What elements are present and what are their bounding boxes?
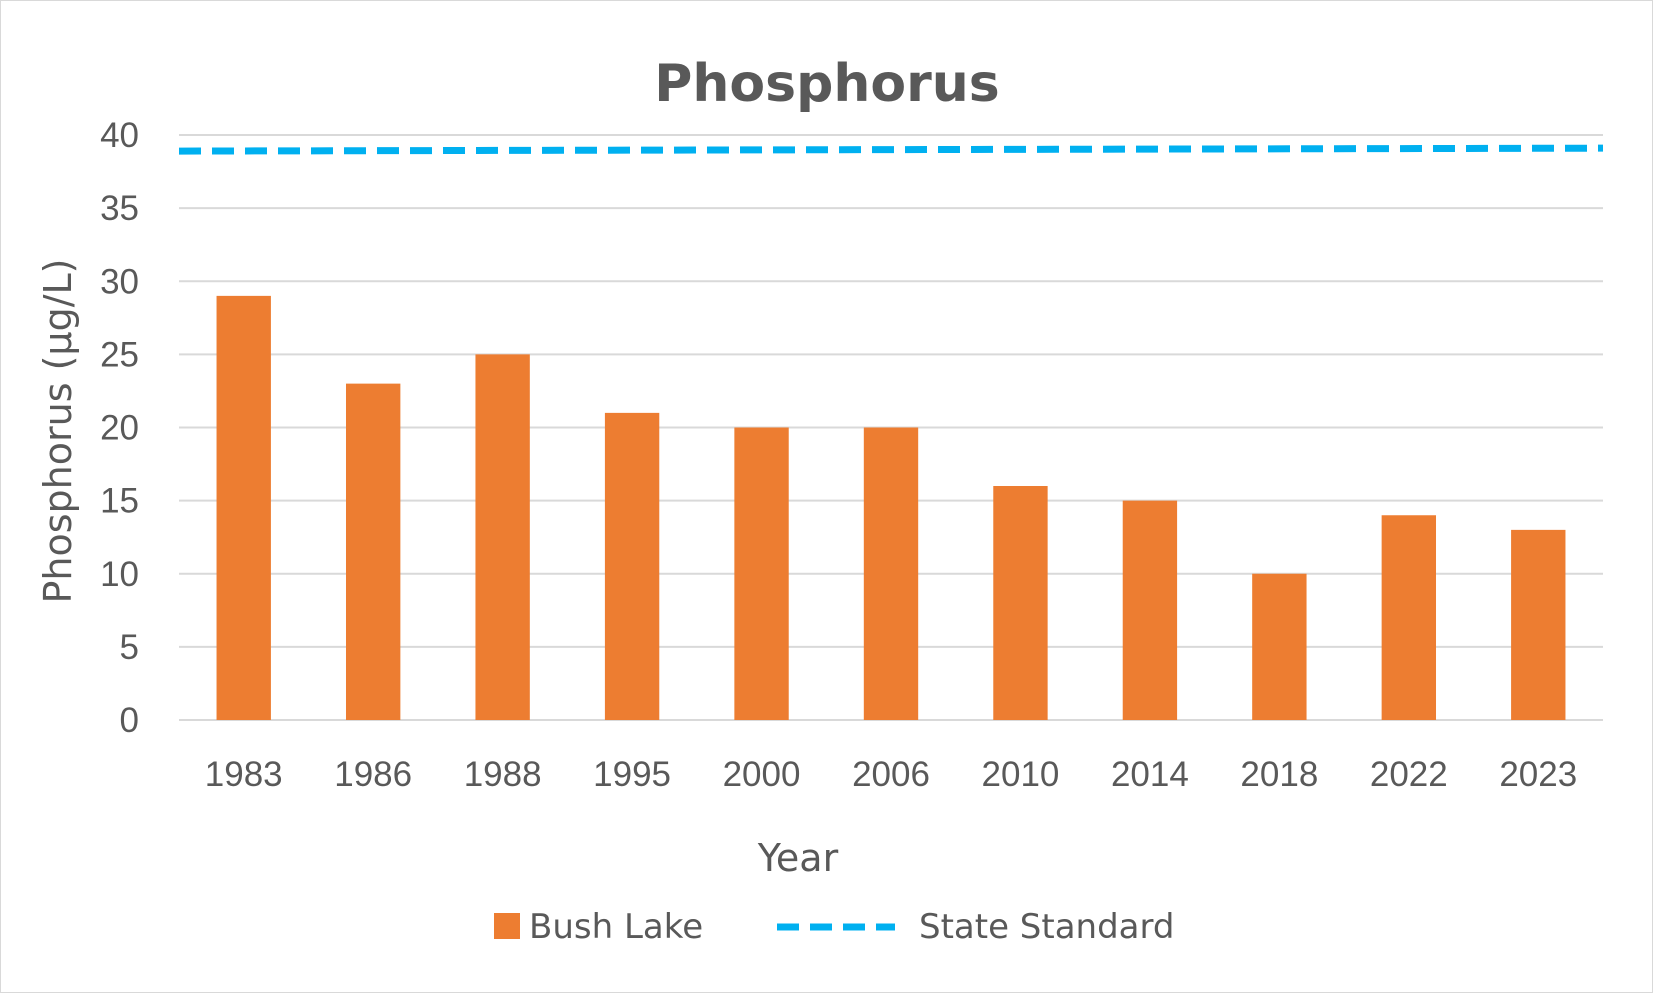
x-tick-label: 1988 — [464, 755, 542, 794]
x-tick-label: 2006 — [852, 755, 930, 794]
x-tick-label: 2018 — [1240, 755, 1318, 794]
bar-2018 — [1252, 573, 1307, 720]
x-tick-label: 2014 — [1111, 755, 1189, 794]
x-tick-label: 2022 — [1370, 755, 1448, 794]
legend-label-bush-lake: Bush Lake — [529, 907, 703, 947]
state-standard-line — [178, 144, 1604, 155]
x-tick-label: 1986 — [334, 755, 412, 794]
y-tick-label: 0 — [120, 701, 139, 740]
y-tick-label: 10 — [100, 555, 139, 594]
x-tick-label: 2000 — [723, 755, 801, 794]
bar-2014 — [1122, 500, 1178, 720]
chart-title: Phosphorus — [654, 54, 999, 114]
y-tick-label: 5 — [120, 628, 139, 667]
bar-1988 — [475, 354, 530, 720]
y-axis-label: Phosphorus (µg/L) — [36, 258, 80, 603]
bar-1983 — [216, 295, 271, 720]
bars-series — [216, 295, 1566, 720]
legend: Bush Lake State Standard — [494, 907, 1174, 947]
bar-1995 — [604, 412, 660, 720]
y-tick-label: 30 — [100, 262, 139, 301]
bar-2010 — [993, 486, 1048, 720]
x-tick-label: 2023 — [1499, 755, 1577, 794]
x-axis-ticks: 1983 1986 1988 1995 2000 2006 2010 2014 2018 2022… — [205, 755, 1577, 794]
x-tick-label: 2010 — [982, 755, 1060, 794]
y-tick-label: 20 — [100, 409, 139, 448]
y-tick-label: 25 — [100, 335, 139, 374]
y-axis-ticks: 0 5 10 15 20 25 30 35 40 — [100, 116, 139, 740]
x-tick-label: 1995 — [593, 755, 671, 794]
bar-2023 — [1511, 529, 1566, 720]
bar-2000 — [734, 427, 789, 720]
legend-swatch-bush-lake — [494, 913, 520, 939]
y-tick-label: 15 — [100, 482, 139, 521]
x-axis-label: Year — [757, 836, 839, 880]
bar-1986 — [345, 383, 401, 720]
legend-label-state-standard: State Standard — [919, 907, 1174, 947]
x-tick-label: 1983 — [205, 755, 283, 794]
bar-2022 — [1381, 515, 1437, 720]
bar-2006 — [863, 427, 919, 720]
y-tick-label: 35 — [100, 189, 139, 228]
y-tick-label: 40 — [100, 116, 139, 155]
state-standard-series — [178, 144, 1604, 155]
